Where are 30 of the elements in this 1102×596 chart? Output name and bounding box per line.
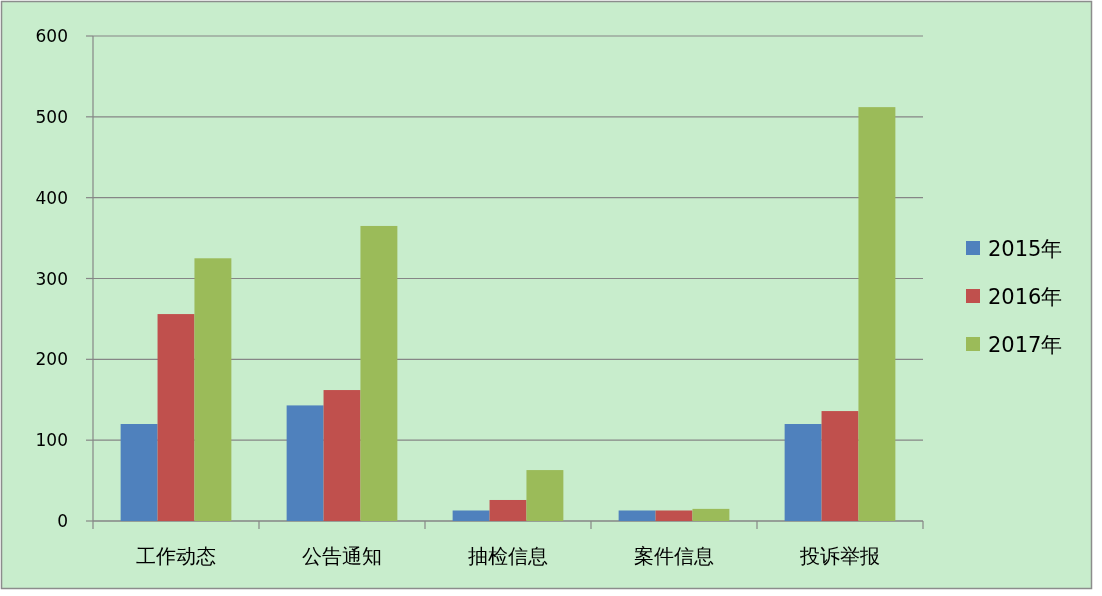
bar [784,424,822,521]
x-tick-label: 工作动态 [136,544,216,568]
x-tick-label: 案件信息 [634,544,714,568]
x-tick-label: 公告通知 [302,544,382,568]
y-tick-label: 100 [35,430,68,451]
bar [489,499,527,521]
bar [526,470,564,521]
y-tick-label: 200 [35,349,68,370]
bar [194,258,232,521]
y-tick-label: 500 [35,106,68,127]
bar [452,510,490,521]
bar [655,510,693,521]
x-tick-label: 投诉举报 [799,544,880,568]
bar [618,510,656,521]
bar [157,314,195,521]
y-tick-label: 0 [57,511,68,531]
bar [286,405,324,521]
bar [120,424,158,521]
bar [323,390,361,521]
legend-label: 2015年 [988,237,1063,261]
x-tick-label: 抽检信息 [468,544,548,568]
bar [858,107,896,521]
bar [692,508,730,521]
legend-label: 2017年 [988,333,1063,357]
y-tick-label: 300 [35,268,68,289]
bar [360,225,398,521]
legend-label: 2016年 [988,285,1063,309]
bar [821,411,859,521]
y-tick-label: 400 [35,187,68,208]
y-tick-label: 600 [35,26,68,46]
